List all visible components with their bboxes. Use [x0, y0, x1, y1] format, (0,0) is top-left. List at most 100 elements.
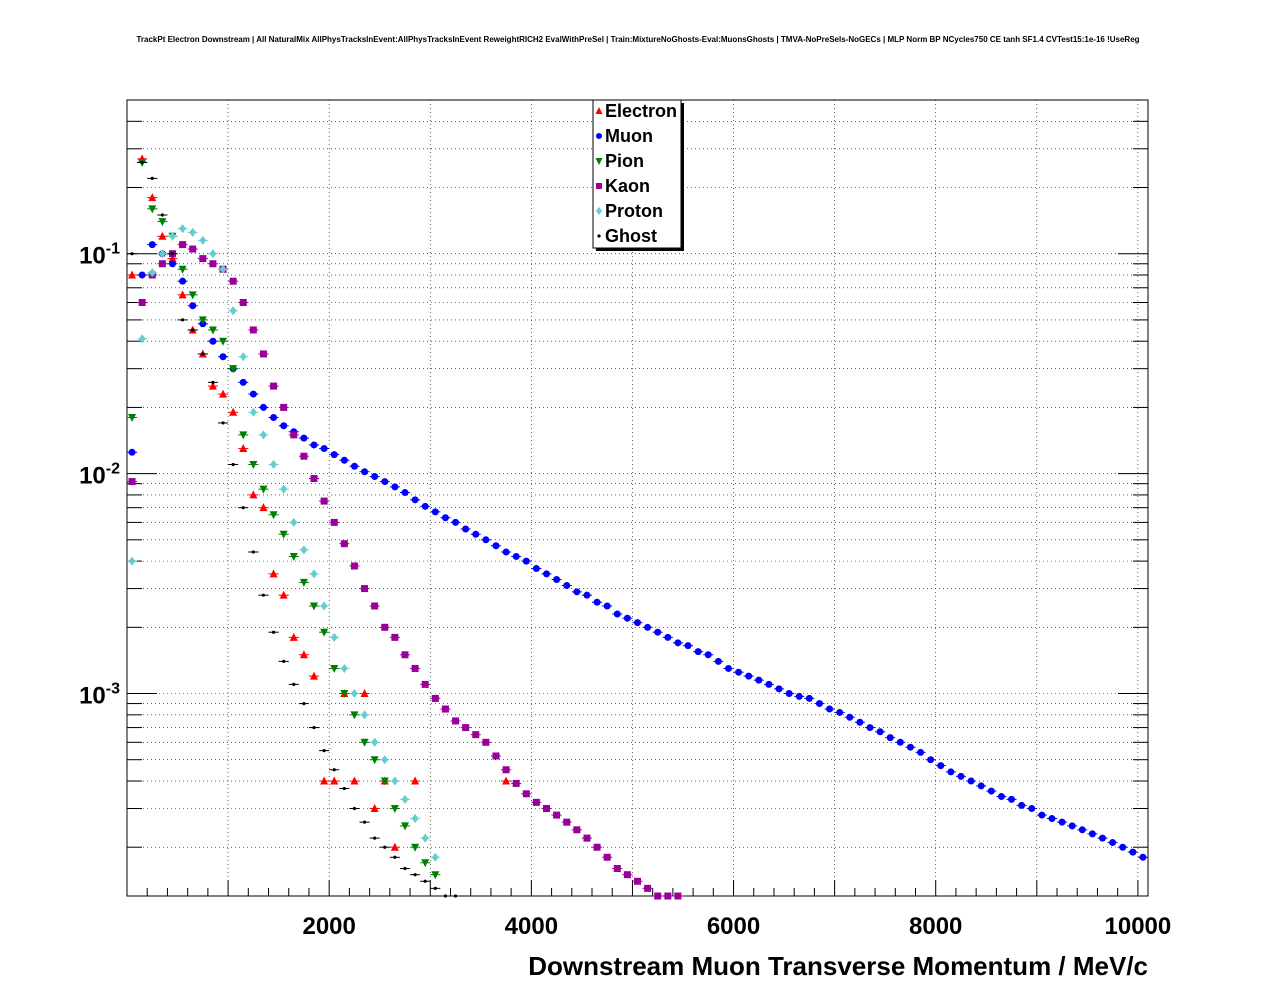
data-point — [189, 302, 197, 310]
data-point — [128, 478, 136, 486]
data-point — [350, 462, 358, 470]
data-point — [765, 680, 773, 688]
data-point — [421, 680, 429, 688]
data-point — [583, 591, 591, 599]
x-tick-label: 2000 — [302, 913, 355, 940]
data-point — [593, 843, 601, 851]
data-point — [370, 756, 379, 765]
data-point — [201, 352, 205, 356]
data-point — [209, 249, 217, 259]
legend-marker-proton — [596, 207, 602, 215]
data-point — [279, 530, 288, 539]
y-tick-labels: 10-3 10-2 10-1 — [79, 241, 120, 710]
data-point — [371, 473, 379, 481]
data-point — [239, 352, 247, 362]
x-tick-label: 4000 — [505, 913, 558, 940]
series-ghost — [127, 160, 461, 898]
data-point — [664, 633, 672, 641]
data-point — [280, 484, 288, 494]
data-point — [391, 483, 399, 491]
data-point — [453, 894, 458, 898]
data-point — [330, 776, 339, 785]
data-point — [292, 682, 296, 687]
axis-ticks — [127, 99, 1148, 896]
data-point — [613, 610, 621, 618]
legend-marker-kaon — [596, 183, 602, 189]
data-point — [179, 224, 187, 234]
legend-label-kaon: Kaon — [605, 176, 650, 196]
data-point — [390, 804, 399, 813]
data-point — [189, 227, 197, 237]
data-point — [270, 382, 278, 390]
data-point — [249, 390, 257, 398]
data-point — [259, 485, 268, 494]
data-point — [219, 353, 227, 361]
data-point — [1129, 848, 1137, 856]
data-point — [148, 205, 157, 214]
data-point — [279, 590, 288, 599]
data-point — [360, 738, 369, 747]
data-point — [431, 852, 439, 862]
data-point — [492, 752, 500, 760]
data-point — [362, 820, 367, 824]
x-axis-title: Downstream Muon Transverse Momentum / Me… — [528, 951, 1148, 981]
legend: Electron Muon Pion Kaon Proton Ghost — [592, 99, 684, 251]
data-point — [1109, 839, 1117, 847]
data-point — [290, 431, 298, 439]
data-point — [795, 692, 803, 700]
data-point — [179, 277, 187, 285]
data-point — [917, 748, 925, 756]
data-point — [259, 350, 267, 358]
data-point — [1099, 834, 1107, 842]
data-point — [370, 803, 379, 812]
data-series — [127, 154, 1148, 900]
data-point — [603, 853, 611, 861]
data-point — [694, 648, 702, 656]
legend-marker-ghost — [597, 234, 601, 238]
data-point — [168, 260, 176, 268]
data-point — [180, 318, 185, 322]
data-point — [229, 407, 238, 416]
legend-label-ghost: Ghost — [605, 226, 657, 246]
data-point — [441, 705, 449, 713]
data-point — [704, 651, 712, 659]
data-point — [401, 651, 409, 659]
y-tick-label: 10-2 — [79, 461, 120, 490]
data-point — [896, 738, 904, 746]
data-point — [219, 337, 228, 346]
data-point — [330, 632, 338, 642]
data-point — [199, 255, 207, 263]
legend-marker-muon — [596, 133, 602, 139]
data-point — [1139, 853, 1147, 861]
data-point — [310, 569, 318, 579]
data-point — [361, 710, 369, 720]
data-point — [826, 705, 834, 713]
data-point — [876, 728, 884, 736]
data-point — [512, 552, 520, 560]
data-point — [421, 502, 429, 510]
data-point — [342, 786, 346, 791]
legend-marker-pion — [595, 158, 603, 165]
data-point — [320, 497, 328, 505]
data-point — [241, 506, 245, 510]
data-point — [563, 581, 571, 589]
data-point — [977, 782, 985, 790]
legend-label-pion: Pion — [605, 151, 644, 171]
data-point — [674, 639, 682, 647]
data-point — [431, 694, 439, 702]
data-point — [158, 249, 166, 259]
data-point — [866, 724, 874, 732]
data-point — [654, 892, 662, 900]
data-point — [391, 633, 399, 641]
data-point — [350, 562, 358, 570]
data-point — [352, 806, 357, 811]
data-point — [259, 503, 268, 512]
data-point — [411, 814, 419, 824]
data-point — [158, 231, 167, 240]
data-point — [381, 755, 389, 765]
data-point — [431, 508, 439, 516]
data-point — [361, 468, 369, 476]
y-tick-label: 10-3 — [79, 681, 120, 710]
data-point — [745, 672, 753, 680]
